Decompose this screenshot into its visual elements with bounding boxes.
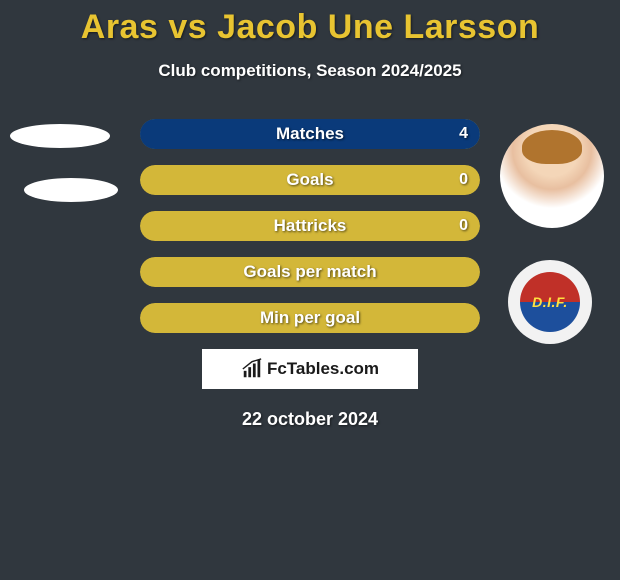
chart-icon (241, 358, 263, 380)
date: 22 october 2024 (0, 409, 620, 430)
stat-label: Goals per match (140, 262, 480, 282)
watermark-text: FcTables.com (267, 359, 379, 379)
subtitle: Club competitions, Season 2024/2025 (0, 61, 620, 81)
club-shield: D.I.F. (520, 272, 580, 332)
stat-label: Matches (140, 124, 480, 144)
watermark: FcTables.com (202, 349, 418, 389)
stat-row: Goals0 (140, 165, 480, 195)
stat-value-right: 0 (459, 171, 468, 189)
stat-row: Min per goal (140, 303, 480, 333)
stat-label: Hattricks (140, 216, 480, 236)
club-initials: D.I.F. (520, 294, 580, 310)
player-left-club-placeholder (24, 178, 118, 202)
stat-value-right: 0 (459, 217, 468, 235)
player-right-hair (522, 130, 582, 164)
stat-row: Matches4 (140, 119, 480, 149)
stat-label: Min per goal (140, 308, 480, 328)
player-right-photo (500, 124, 604, 228)
stat-row: Goals per match (140, 257, 480, 287)
player-left-photo-placeholder (10, 124, 110, 148)
stat-value-right: 4 (459, 125, 468, 143)
stat-label: Goals (140, 170, 480, 190)
player-right-club-badge: D.I.F. (508, 260, 592, 344)
stat-row: Hattricks0 (140, 211, 480, 241)
page-title: Aras vs Jacob Une Larsson (0, 0, 620, 47)
